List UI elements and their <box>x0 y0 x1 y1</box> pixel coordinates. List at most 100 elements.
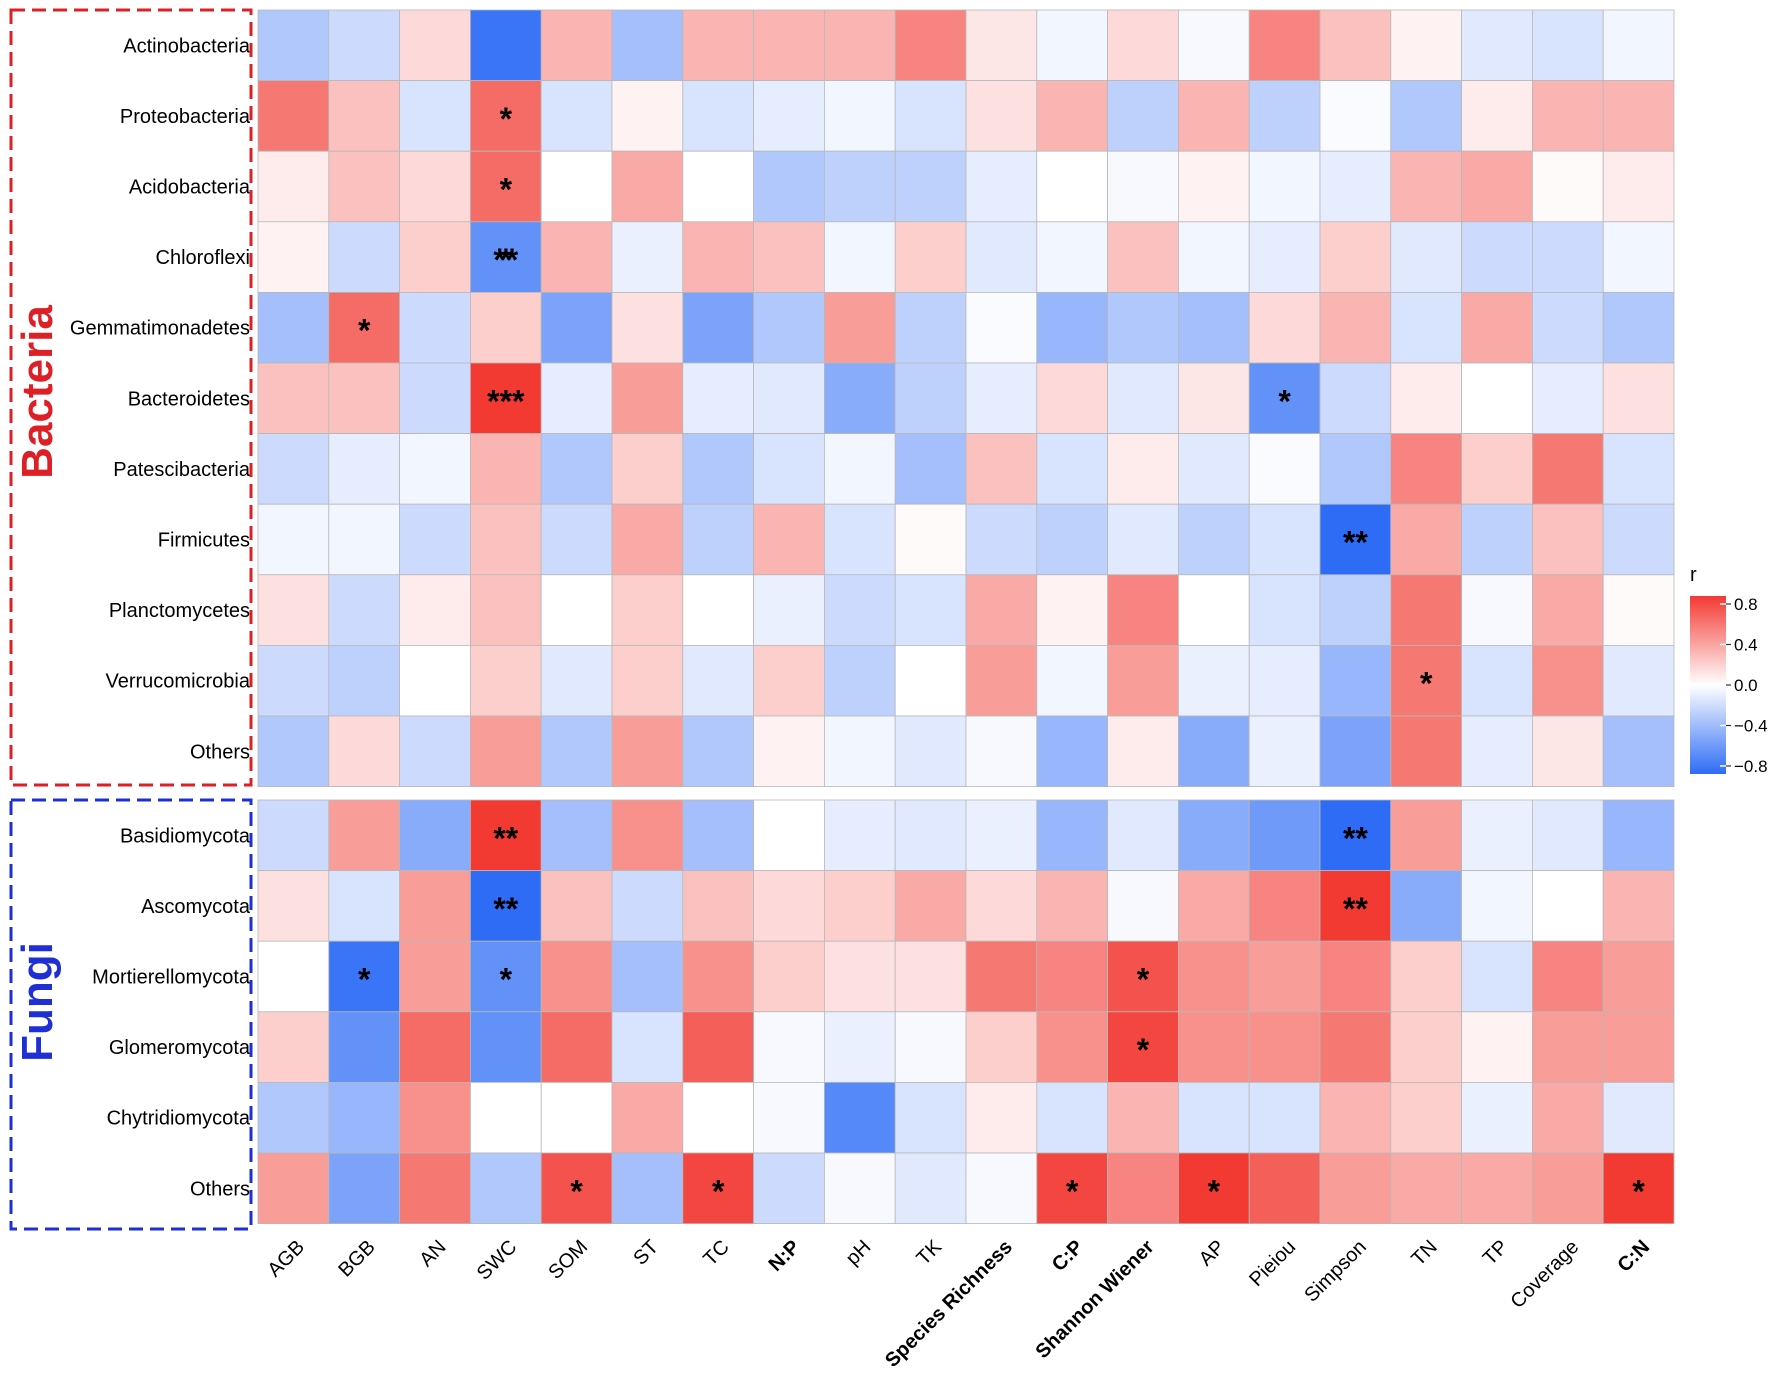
bacteria-group-box <box>9 8 253 787</box>
heatmap-cell <box>894 503 967 576</box>
heatmap-cell <box>469 362 542 434</box>
heatmap-cell <box>611 80 684 152</box>
heatmap-cell <box>1390 574 1463 646</box>
heatmap-cell <box>1248 9 1321 81</box>
heatmap-cell <box>611 940 684 1013</box>
heatmap-cell <box>399 9 471 81</box>
heatmap-cell <box>824 9 896 81</box>
heatmap-cell <box>1532 940 1604 1013</box>
column-label: C:P <box>1048 1236 1088 1276</box>
heatmap-cell <box>1532 870 1604 942</box>
heatmap-cell <box>1602 715 1675 787</box>
significance-star: * <box>1632 1173 1645 1209</box>
heatmap-cell <box>328 150 400 223</box>
heatmap-cell <box>894 80 967 152</box>
heatmap-cell <box>1036 1082 1109 1154</box>
heatmap-cell <box>328 9 400 81</box>
row-label: Ascomycota <box>141 896 251 918</box>
column-label: C:N <box>1613 1236 1654 1277</box>
heatmap-cell <box>1178 870 1250 942</box>
heatmap-cell <box>753 1011 825 1083</box>
heatmap-cell <box>1107 940 1179 1013</box>
significance-star: * <box>1420 666 1433 702</box>
heatmap-cell <box>399 1082 471 1154</box>
row-label: Chloroflexi <box>156 247 250 269</box>
heatmap-cell <box>1319 1011 1392 1083</box>
column-label: TC <box>699 1236 733 1270</box>
heatmap-cell <box>965 940 1038 1013</box>
heatmap-cell <box>753 1082 825 1154</box>
heatmap-cell <box>1602 870 1675 942</box>
heatmap-cell <box>1602 503 1675 576</box>
heatmap-cell <box>611 221 684 293</box>
heatmap-cell <box>540 1011 613 1083</box>
heatmap-cell <box>1178 291 1250 364</box>
heatmap-cell <box>1319 291 1392 364</box>
heatmap-cell <box>753 645 825 717</box>
heatmap-cell <box>894 221 967 293</box>
heatmap-cell <box>1461 221 1533 293</box>
heatmap-cell <box>540 503 613 576</box>
heatmap-cell <box>1390 799 1463 871</box>
heatmap-cell <box>399 940 471 1013</box>
significance-star: ** <box>493 820 518 856</box>
heatmap-cell <box>611 799 684 871</box>
heatmap-cell <box>1461 80 1533 152</box>
heatmap-cell <box>611 715 684 787</box>
row-label: Others <box>190 741 250 763</box>
heatmap-cell <box>682 503 754 576</box>
heatmap-cell <box>328 291 400 364</box>
heatmap-cell <box>328 1152 400 1224</box>
heatmap-cell <box>399 799 471 871</box>
heatmap-cell <box>1532 433 1604 505</box>
heatmap-cell <box>257 433 330 505</box>
heatmap-cell <box>1107 291 1179 364</box>
heatmap-cell <box>1248 574 1321 646</box>
heatmap-cell <box>1319 715 1392 787</box>
heatmap-cell <box>824 433 896 505</box>
row-label: Actinobacteria <box>123 35 251 57</box>
heatmap-cell <box>540 574 613 646</box>
significance-star: * <box>712 1173 725 1209</box>
column-label: Shannon Wiener <box>1032 1236 1159 1363</box>
heatmap-cell <box>257 150 330 223</box>
colorbar-tick-label: 0.0 <box>1734 676 1758 695</box>
heatmap-cell <box>1390 1011 1463 1083</box>
heatmap-cell <box>1178 362 1250 434</box>
heatmap-cell <box>1107 715 1179 787</box>
heatmap-cell <box>611 433 684 505</box>
row-label: Acidobacteria <box>129 177 251 199</box>
heatmap-cell <box>328 715 400 787</box>
heatmap-cell <box>682 870 754 942</box>
heatmap-cell <box>611 362 684 434</box>
row-label: Bacteroidetes <box>128 388 250 410</box>
heatmap-cell <box>399 870 471 942</box>
heatmap-cell <box>1178 1152 1250 1224</box>
heatmap-cell <box>257 1152 330 1224</box>
colorbar-tick-label: 0.8 <box>1734 595 1758 614</box>
heatmap-cell <box>1602 940 1675 1013</box>
heatmap-cell <box>1036 362 1109 434</box>
column-label: Coverage <box>1506 1236 1583 1313</box>
heatmap-cell <box>1036 1152 1109 1224</box>
heatmap-cell <box>894 870 967 942</box>
significance-star: * <box>1137 962 1150 998</box>
significance-star: ** <box>1343 525 1368 561</box>
heatmap-cell <box>611 1011 684 1083</box>
heatmap-cell <box>257 940 330 1013</box>
heatmap-cell <box>965 870 1038 942</box>
heatmap-cell <box>965 503 1038 576</box>
heatmap-cell <box>1178 1011 1250 1083</box>
heatmap-cell <box>257 645 330 717</box>
heatmap-cell <box>753 940 825 1013</box>
significance-star: ** <box>1343 891 1368 927</box>
heatmap-cell <box>824 645 896 717</box>
heatmap-cell <box>1178 940 1250 1013</box>
heatmap-cell <box>1602 574 1675 646</box>
heatmap-cell <box>824 150 896 223</box>
row-label: Glomeromycota <box>109 1037 251 1059</box>
heatmap-cell <box>1319 150 1392 223</box>
heatmap-cell <box>328 1082 400 1154</box>
heatmap-cell <box>1602 291 1675 364</box>
